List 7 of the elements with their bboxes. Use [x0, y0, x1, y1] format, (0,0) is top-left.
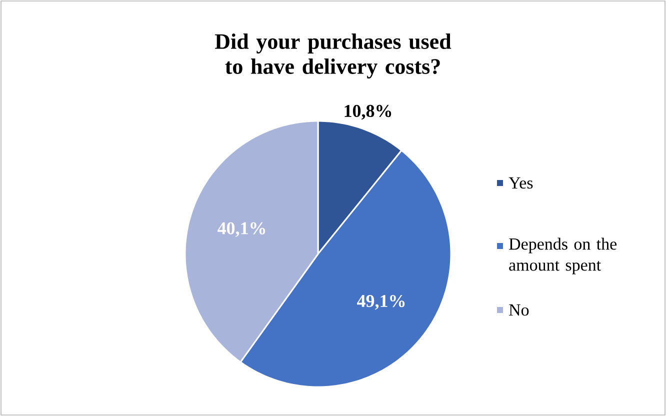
chart-title: Did your purchases used to have delivery costs?	[215, 34, 452, 79]
data-label: 10,8%	[344, 104, 392, 120]
legend-label: Depends on the amount spent	[509, 238, 617, 274]
legend-label: Yes	[508, 177, 533, 189]
data-label: 49,1%	[357, 294, 405, 310]
legend-label: No	[509, 304, 529, 316]
data-label: 40,1%	[218, 222, 266, 237]
